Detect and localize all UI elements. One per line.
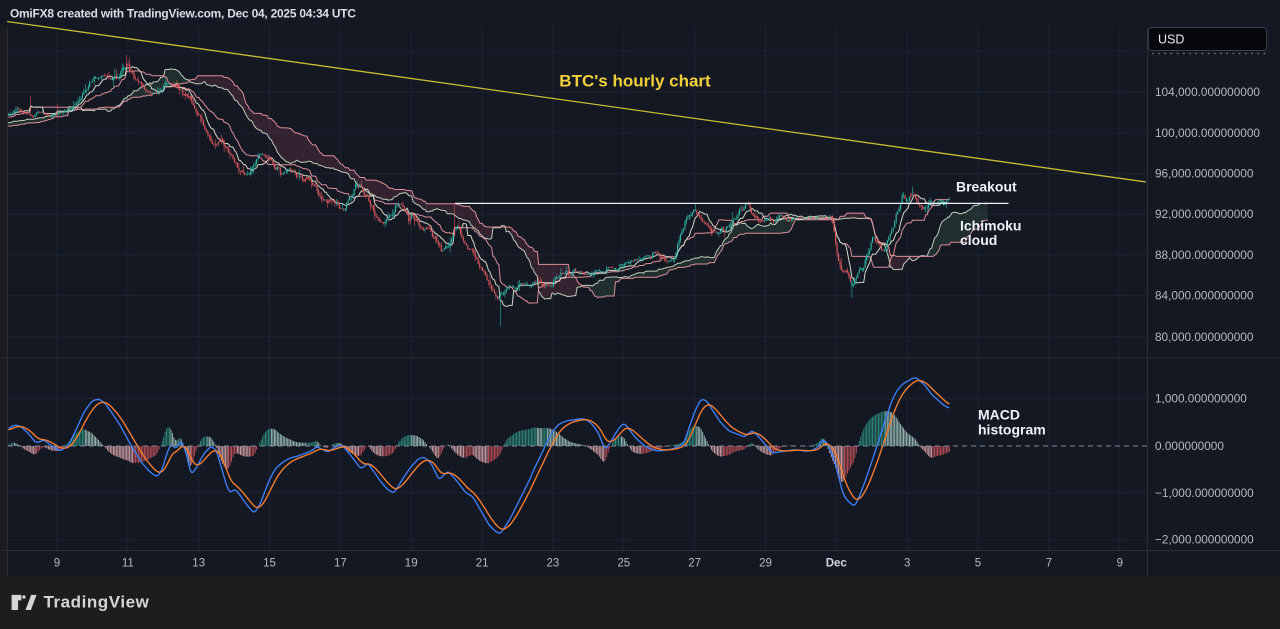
svg-text:−2,000.000000000: −2,000.000000000 [1155,533,1254,547]
svg-text:100,000.000000000: 100,000.000000000 [1155,126,1260,140]
svg-text:7: 7 [1046,558,1052,570]
svg-text:0.000000000: 0.000000000 [1155,439,1224,453]
svg-text:11: 11 [122,558,134,570]
svg-text:USD: USD [1158,33,1184,47]
svg-text:88,000.000000000: 88,000.000000000 [1155,248,1254,262]
svg-text:BTC's hourly chart: BTC's hourly chart [559,72,711,91]
svg-text:96,000.000000000: 96,000.000000000 [1155,167,1254,181]
svg-text:cloud: cloud [960,232,997,248]
svg-text:29: 29 [759,558,772,570]
svg-text:Ichimoku: Ichimoku [960,218,1021,234]
svg-text:5: 5 [975,558,981,570]
svg-text:TradingView: TradingView [44,593,150,612]
svg-text:13: 13 [192,558,205,570]
svg-text:histogram: histogram [978,422,1046,438]
svg-text:15: 15 [263,558,276,570]
svg-text:9: 9 [1117,558,1123,570]
svg-text:3: 3 [904,558,910,570]
svg-text:92,000.000000000: 92,000.000000000 [1155,207,1254,221]
svg-text:80,000.000000000: 80,000.000000000 [1155,330,1254,344]
svg-text:Breakout: Breakout [956,179,1017,195]
svg-text:9: 9 [54,558,60,570]
svg-text:27: 27 [688,558,701,570]
svg-text:23: 23 [547,558,560,570]
svg-text:MACD: MACD [978,407,1020,423]
svg-text:Dec: Dec [826,558,848,570]
svg-text:OmiFX8 created with TradingVie: OmiFX8 created with TradingView.com, Dec… [10,7,356,21]
svg-text:−1,000.000000000: −1,000.000000000 [1155,486,1254,500]
svg-text:84,000.000000000: 84,000.000000000 [1155,289,1254,303]
svg-text:104,000.000000000: 104,000.000000000 [1155,85,1260,99]
svg-text:25: 25 [617,558,630,570]
svg-text:17: 17 [334,558,347,570]
svg-text:21: 21 [476,558,489,570]
svg-text:1,000.000000000: 1,000.000000000 [1155,392,1247,406]
svg-text:19: 19 [405,558,418,570]
